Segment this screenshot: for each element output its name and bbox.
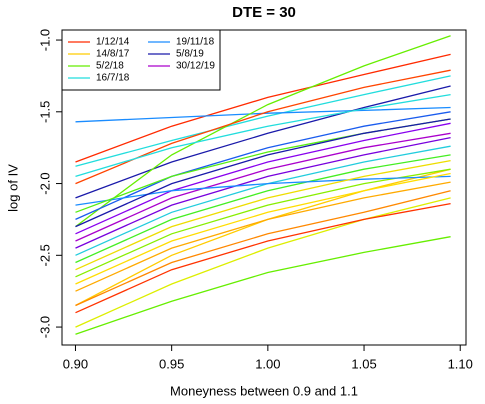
x-tick-label: 0.95: [159, 356, 184, 371]
series-line: [75, 136, 451, 249]
legend-label: 30/12/19: [176, 61, 215, 72]
plot-frame: [61, 29, 467, 346]
series-line: [75, 202, 451, 314]
series-line: [75, 132, 451, 242]
legend-label: 5/8/19: [176, 49, 204, 60]
series-line: [75, 236, 451, 335]
series-line: [75, 118, 451, 228]
legend-label: 1/12/14: [96, 37, 130, 48]
x-tick-label: 0.90: [63, 356, 88, 371]
legend-label: 14/8/17: [96, 49, 130, 60]
legend-label: 16/7/18: [96, 73, 130, 84]
y-tick-label: -2.5: [37, 244, 52, 266]
x-tick-label: 1.10: [448, 356, 473, 371]
x-axis-label: Moneyness between 0.9 and 1.1: [170, 383, 358, 398]
series-line: [75, 111, 451, 220]
y-axis-label: log of IV: [5, 164, 20, 212]
series-line: [75, 75, 451, 167]
series-line: [75, 181, 451, 292]
legend-label: 5/2/18: [96, 61, 124, 72]
series-line: [75, 122, 451, 235]
y-tick-label: -2.0: [37, 172, 52, 194]
series-line: [75, 106, 451, 123]
series-line: [75, 175, 451, 206]
y-tick-label: -1.0: [37, 29, 52, 51]
x-tick-label: 1.05: [351, 356, 376, 371]
series-line: [75, 159, 451, 271]
chart-title: DTE = 30: [232, 4, 296, 21]
legend-label: 19/11/18: [176, 37, 215, 48]
series-line: [75, 197, 451, 328]
series-line: [75, 118, 451, 213]
x-tick-label: 1.00: [255, 356, 280, 371]
series-line: [75, 85, 451, 199]
series-line: [75, 35, 451, 228]
series-line: [75, 190, 451, 307]
series-line: [75, 93, 451, 178]
y-tick-label: -3.0: [37, 316, 52, 338]
series-line: [75, 172, 451, 285]
legend-box: [61, 29, 221, 91]
series-line: [75, 154, 451, 264]
series-line: [75, 53, 451, 163]
y-tick-label: -1.5: [37, 101, 52, 123]
